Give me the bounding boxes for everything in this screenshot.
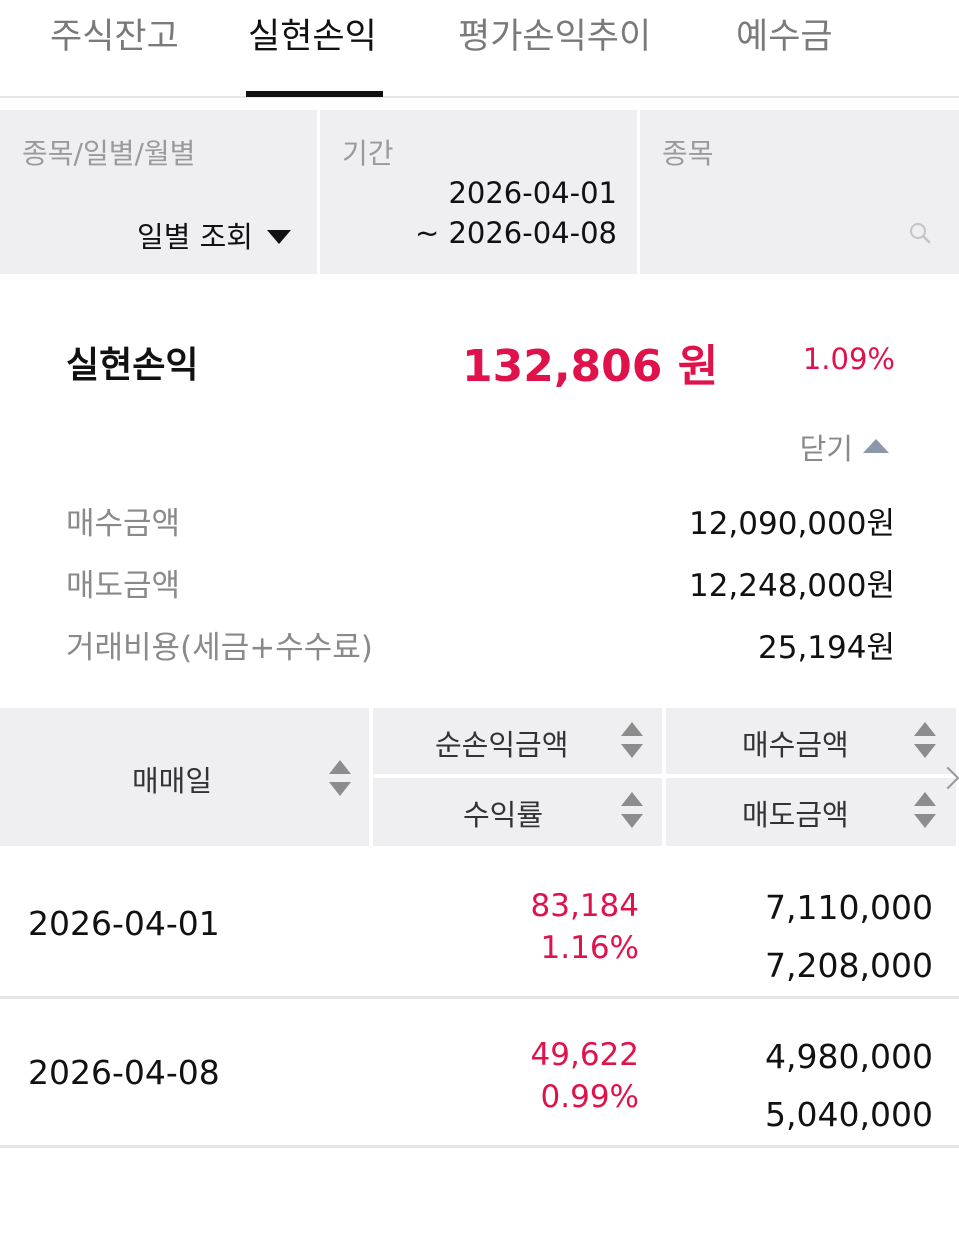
header-date-label: 매매일: [132, 764, 213, 798]
tab-bar: 주식잔고 실현손익 평가손익추이 예수금: [0, 0, 959, 98]
header-net-profit[interactable]: 순손익금액: [373, 708, 662, 774]
row-return-rate: 1.16%: [540, 930, 639, 966]
sort-icon[interactable]: [914, 792, 936, 832]
sort-icon[interactable]: [329, 760, 351, 800]
row-buy-amount: 4,980,000: [765, 1037, 933, 1076]
row-return-rate: 0.99%: [540, 1079, 639, 1115]
tab-realized-pnl[interactable]: 실현손익: [248, 17, 377, 57]
row-buy-amount: 7,110,000: [765, 888, 933, 927]
period-label: 기간: [342, 137, 394, 170]
stock-search-field[interactable]: 종목: [640, 110, 959, 274]
header-date[interactable]: 매매일: [0, 708, 369, 846]
detail-row-cost: 거래비용(세금+수수료) 25,194원: [66, 622, 895, 666]
table-row[interactable]: 2026-04-01 83,184 1.16% 7,110,000 7,208,…: [0, 848, 959, 999]
caret-down-icon: [267, 230, 291, 244]
header-buy-amount[interactable]: 매수금액: [666, 708, 956, 774]
period-start: 2026-04-01: [448, 176, 617, 210]
active-tab-indicator: [246, 91, 383, 97]
collapse-details-button[interactable]: 닫기: [800, 426, 889, 468]
sort-icon[interactable]: [914, 722, 936, 762]
row-date: 2026-04-08: [28, 1053, 220, 1092]
row-date: 2026-04-01: [28, 904, 220, 943]
header-return-rate[interactable]: 수익률: [373, 778, 662, 846]
collapse-label: 닫기: [799, 432, 853, 466]
search-icon[interactable]: [909, 222, 931, 244]
stock-label: 종목: [662, 137, 714, 170]
sort-icon[interactable]: [621, 722, 643, 762]
view-type-label: 종목/일별/월별: [22, 137, 196, 170]
row-net-profit: 49,622: [530, 1037, 639, 1073]
header-buy-amount-label: 매수금액: [742, 728, 849, 762]
detail-value: 12,090,000원: [688, 506, 895, 542]
header-sell-amount[interactable]: 매도금액: [666, 778, 956, 846]
realized-pnl-amount: 132,806 원: [462, 341, 719, 392]
detail-row-sell: 매도금액 12,248,000원: [66, 560, 895, 604]
caret-up-icon: [863, 439, 889, 453]
filter-bar: 종목/일별/월별 일별 조회 기간 2026-04-01 ~ 2026-04-0…: [0, 110, 959, 274]
row-sell-amount: 7,208,000: [765, 946, 933, 985]
view-type-value-text: 일별 조회: [137, 220, 253, 254]
sort-icon[interactable]: [621, 792, 643, 832]
realized-pnl-rate: 1.09%: [802, 342, 895, 376]
realized-pnl-title: 실현손익: [66, 345, 199, 386]
table-header: 매매일 순손익금액 수익률 매수금액 매도금액: [0, 708, 959, 846]
detail-label: 매수금액: [66, 506, 181, 542]
row-sell-amount: 5,040,000: [765, 1095, 933, 1134]
tab-valuation-trend[interactable]: 평가손익추이: [458, 17, 652, 57]
header-sell-amount-label: 매도금액: [742, 798, 849, 832]
detail-row-buy: 매수금액 12,090,000원: [66, 498, 895, 542]
detail-label: 거래비용(세금+수수료): [66, 630, 373, 666]
row-net-profit: 83,184: [530, 888, 639, 924]
header-net-profit-label: 순손익금액: [435, 728, 569, 762]
tab-deposit[interactable]: 예수금: [736, 17, 833, 57]
tab-stock-balance[interactable]: 주식잔고: [50, 17, 179, 57]
header-return-rate-label: 수익률: [463, 798, 544, 832]
detail-value: 12,248,000원: [688, 568, 895, 604]
view-type-selector[interactable]: 종목/일별/월별 일별 조회: [0, 110, 317, 274]
period-selector[interactable]: 기간 2026-04-01 ~ 2026-04-08: [320, 110, 637, 274]
detail-label: 매도금액: [66, 568, 181, 604]
view-type-value[interactable]: 일별 조회: [137, 214, 291, 256]
period-end: ~ 2026-04-08: [414, 216, 617, 250]
table-row[interactable]: 2026-04-08 49,622 0.99% 4,980,000 5,040,…: [0, 997, 959, 1148]
detail-value: 25,194원: [758, 630, 895, 666]
